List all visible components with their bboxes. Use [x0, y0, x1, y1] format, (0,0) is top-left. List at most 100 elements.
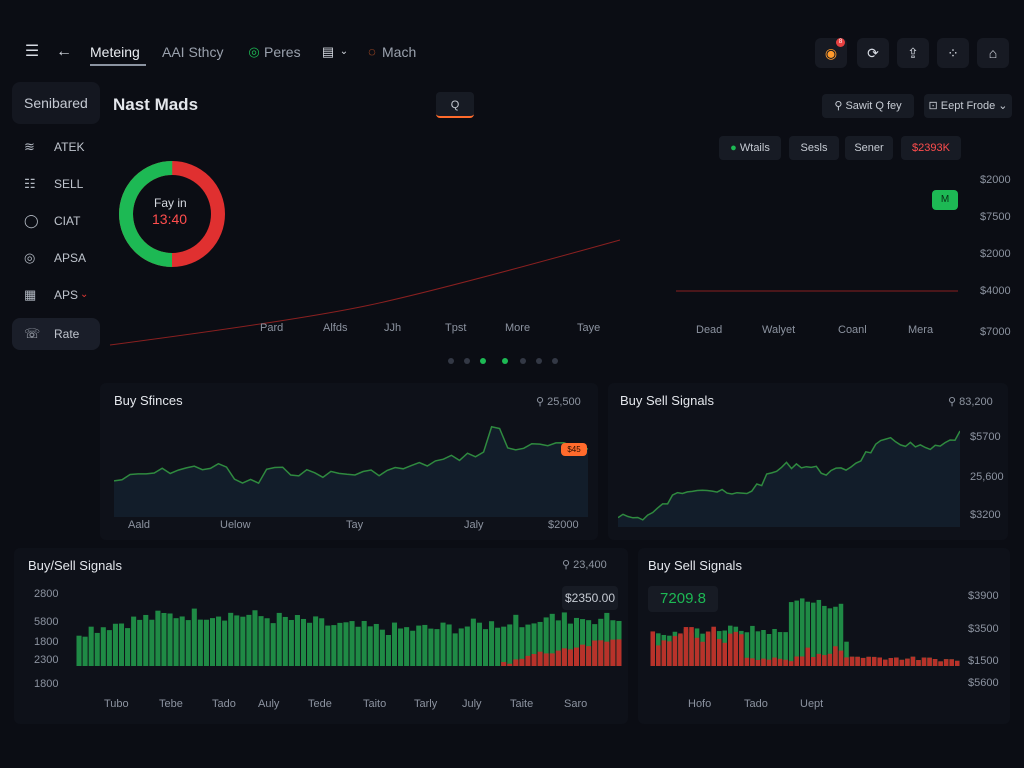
- sell-bar: [549, 653, 555, 666]
- apps-button[interactable]: ⁘: [937, 38, 969, 68]
- sell-bar: [805, 647, 811, 666]
- volume-bar: [489, 621, 495, 666]
- legend-sener[interactable]: Sener: [845, 136, 893, 160]
- page-dot[interactable]: [464, 358, 470, 364]
- sell-bar: [728, 633, 733, 666]
- volume-bar: [482, 629, 489, 666]
- axis-label: Saro: [564, 698, 588, 710]
- sidebar-item-atek[interactable]: ≋ ATEK: [12, 132, 100, 162]
- sidebar-item-label: Rate: [54, 327, 80, 341]
- axis-label: $2000: [980, 248, 1011, 260]
- tab-peres[interactable]: Peres: [264, 44, 301, 60]
- volume-bar: [167, 613, 173, 666]
- volume-bar: [216, 616, 222, 666]
- sell-bar: [899, 659, 905, 666]
- page-dot[interactable]: [536, 358, 542, 364]
- legend-label: Sesls: [800, 142, 828, 154]
- alert-button[interactable]: ◉ 8: [815, 38, 847, 68]
- axis-label: Taite: [510, 698, 534, 710]
- notification-badge: 8: [836, 38, 845, 47]
- volume-bar: [537, 621, 543, 666]
- calendar-icon[interactable]: ▤: [321, 44, 335, 59]
- pagination-dots[interactable]: [448, 357, 564, 365]
- axis-label: Alfds: [323, 322, 348, 334]
- sell-bar: [705, 631, 711, 666]
- sell-bar: [799, 656, 805, 666]
- menu-icon[interactable]: ☰: [24, 43, 40, 60]
- axis-label: 25,600: [970, 471, 1004, 483]
- sell-bar: [833, 646, 838, 666]
- legend-sesls[interactable]: Sesls: [789, 136, 839, 160]
- candlestick-chart-right: [676, 290, 958, 292]
- volume-bar: [446, 624, 452, 666]
- volume-bar: [531, 623, 537, 666]
- chevron-down-icon[interactable]: ⌄: [339, 46, 349, 57]
- page-dot[interactable]: [552, 358, 558, 364]
- page-dot[interactable]: [520, 358, 526, 364]
- axis-label: Pard: [260, 322, 284, 334]
- trend-line: [109, 239, 621, 346]
- refresh-button[interactable]: ⟳: [857, 38, 889, 68]
- volume-bar: [307, 622, 313, 666]
- sidebar-item-rate[interactable]: ☏ Rate: [12, 318, 100, 350]
- page-dot[interactable]: [480, 358, 486, 364]
- volume-bar: [766, 633, 772, 666]
- sidebar-item-label: CIAT: [54, 214, 81, 228]
- volume-bar: [300, 618, 307, 666]
- sidebar-item-sell[interactable]: ☷ SELL: [12, 169, 100, 199]
- volume-bar: [100, 627, 106, 666]
- page-dot[interactable]: [448, 358, 454, 364]
- volume-bar: [173, 618, 179, 666]
- bottom-left-bar-chart: [76, 608, 622, 666]
- volume-bar: [276, 612, 282, 666]
- volume-bar: [470, 618, 476, 666]
- volume-bar: [252, 610, 258, 666]
- sell-bar: [733, 631, 739, 666]
- tab-meteing[interactable]: Meteing: [90, 44, 140, 60]
- sell-bar: [766, 659, 772, 666]
- volume-bar: [131, 616, 137, 666]
- export-button[interactable]: ⊡ Eept Frode ⌄: [924, 94, 1012, 118]
- sell-bar: [616, 639, 622, 666]
- sidebar-item-label: APSA: [54, 251, 87, 265]
- search-field-button[interactable]: ⚲ Sawit Q fey: [822, 94, 914, 118]
- volume-bar: [234, 615, 240, 666]
- sell-bar: [610, 639, 616, 666]
- tab-aai-sthcy[interactable]: AAI Sthcy: [162, 44, 224, 60]
- sell-bar: [694, 637, 700, 666]
- axis-label: Hofo: [688, 698, 712, 710]
- search-icon: ⚲: [536, 396, 548, 408]
- series-line: [618, 430, 960, 521]
- sell-bar: [783, 659, 788, 666]
- top-bar: ☰ ← Meteing AAI Sthcy Peres ◎ ▤ ⌄ ◌ Mach…: [0, 28, 1024, 76]
- price-badge: $2393K: [901, 136, 961, 160]
- sell-bar: [860, 657, 866, 666]
- legend-wtails[interactable]: ● Wtails: [719, 136, 781, 160]
- sell-bar: [866, 656, 871, 666]
- search-icon: ⚲: [834, 100, 846, 112]
- axis-label: Coanl: [838, 324, 867, 336]
- back-arrow-icon[interactable]: ←: [56, 43, 72, 60]
- apps-icon: ⁘: [947, 45, 959, 61]
- page-dot-active[interactable]: [502, 358, 508, 364]
- axis-label: 2800: [34, 588, 59, 600]
- tab-mach[interactable]: Mach: [382, 44, 417, 60]
- share-button[interactable]: ⇪: [897, 38, 929, 68]
- bottom-left-panel: Buy/Sell Signals ⚲ 23,400 $2350.00 2800 5…: [14, 548, 628, 724]
- home-button[interactable]: ⌂: [977, 38, 1009, 68]
- sell-bar: [604, 641, 610, 666]
- sidebar-item-ciat[interactable]: ◯ CIAT: [12, 206, 100, 236]
- volume-bar: [799, 598, 805, 666]
- search-button[interactable]: Q: [436, 92, 474, 118]
- axis-label: Tede: [308, 698, 332, 710]
- sell-bar: [932, 658, 938, 666]
- sell-bar: [755, 659, 761, 666]
- volume-bar: [82, 636, 88, 666]
- volume-bar: [185, 620, 191, 666]
- volume-bar: [822, 605, 827, 666]
- sell-bar: [822, 655, 827, 666]
- chevron-down-icon: ⌄: [80, 289, 89, 300]
- sell-bar: [513, 659, 519, 666]
- sidebar-item-apsa[interactable]: ◎ APSA: [12, 243, 100, 273]
- sidebar-item-aps[interactable]: ▦ APS ⌄: [12, 280, 100, 310]
